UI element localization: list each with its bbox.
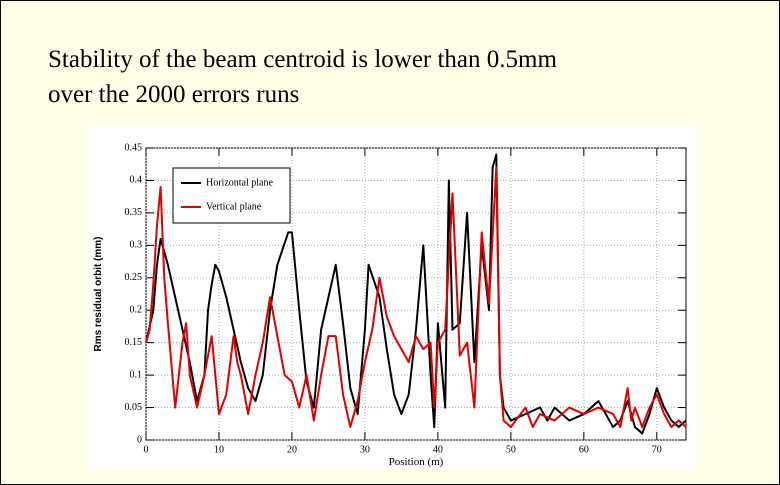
y-tick-label: 0.2 — [130, 305, 143, 316]
legend-label: Horizontal plane — [206, 177, 273, 188]
y-tick-label: 0.45 — [125, 142, 143, 153]
x-tick-label: 60 — [579, 444, 589, 455]
y-tick-label: 0.1 — [130, 369, 143, 380]
y-tick-label: 0.25 — [125, 272, 143, 283]
x-tick-label: 50 — [506, 444, 516, 455]
y-tick-label: 0.05 — [125, 402, 143, 413]
x-tick-label: 70 — [652, 444, 662, 455]
x-tick-label: 10 — [214, 444, 224, 455]
series-line — [145, 166, 687, 429]
x-tick-label: 20 — [287, 444, 297, 455]
y-tick-label: 0.35 — [125, 207, 143, 218]
y-tick-label: 0.15 — [125, 337, 143, 348]
x-tick-label: 40 — [433, 444, 443, 455]
slide-text-line: Stability of the beam centroid is lower … — [48, 46, 557, 73]
x-axis-label: Position (m) — [389, 456, 444, 468]
series-line — [145, 153, 687, 435]
y-tick-label: 0.3 — [130, 240, 143, 251]
slide-text-line: over the 2000 errors runs — [48, 81, 299, 108]
y-tick-label: 0.4 — [130, 175, 143, 186]
x-tick-label: 30 — [360, 444, 370, 455]
legend-box — [172, 167, 291, 224]
legend-label: Vertical plane — [206, 201, 262, 212]
x-tick-label: 0 — [144, 444, 149, 455]
y-tick-label: 0 — [137, 434, 142, 445]
y-axis-label: Rms residual orbit (mm) — [93, 236, 104, 351]
